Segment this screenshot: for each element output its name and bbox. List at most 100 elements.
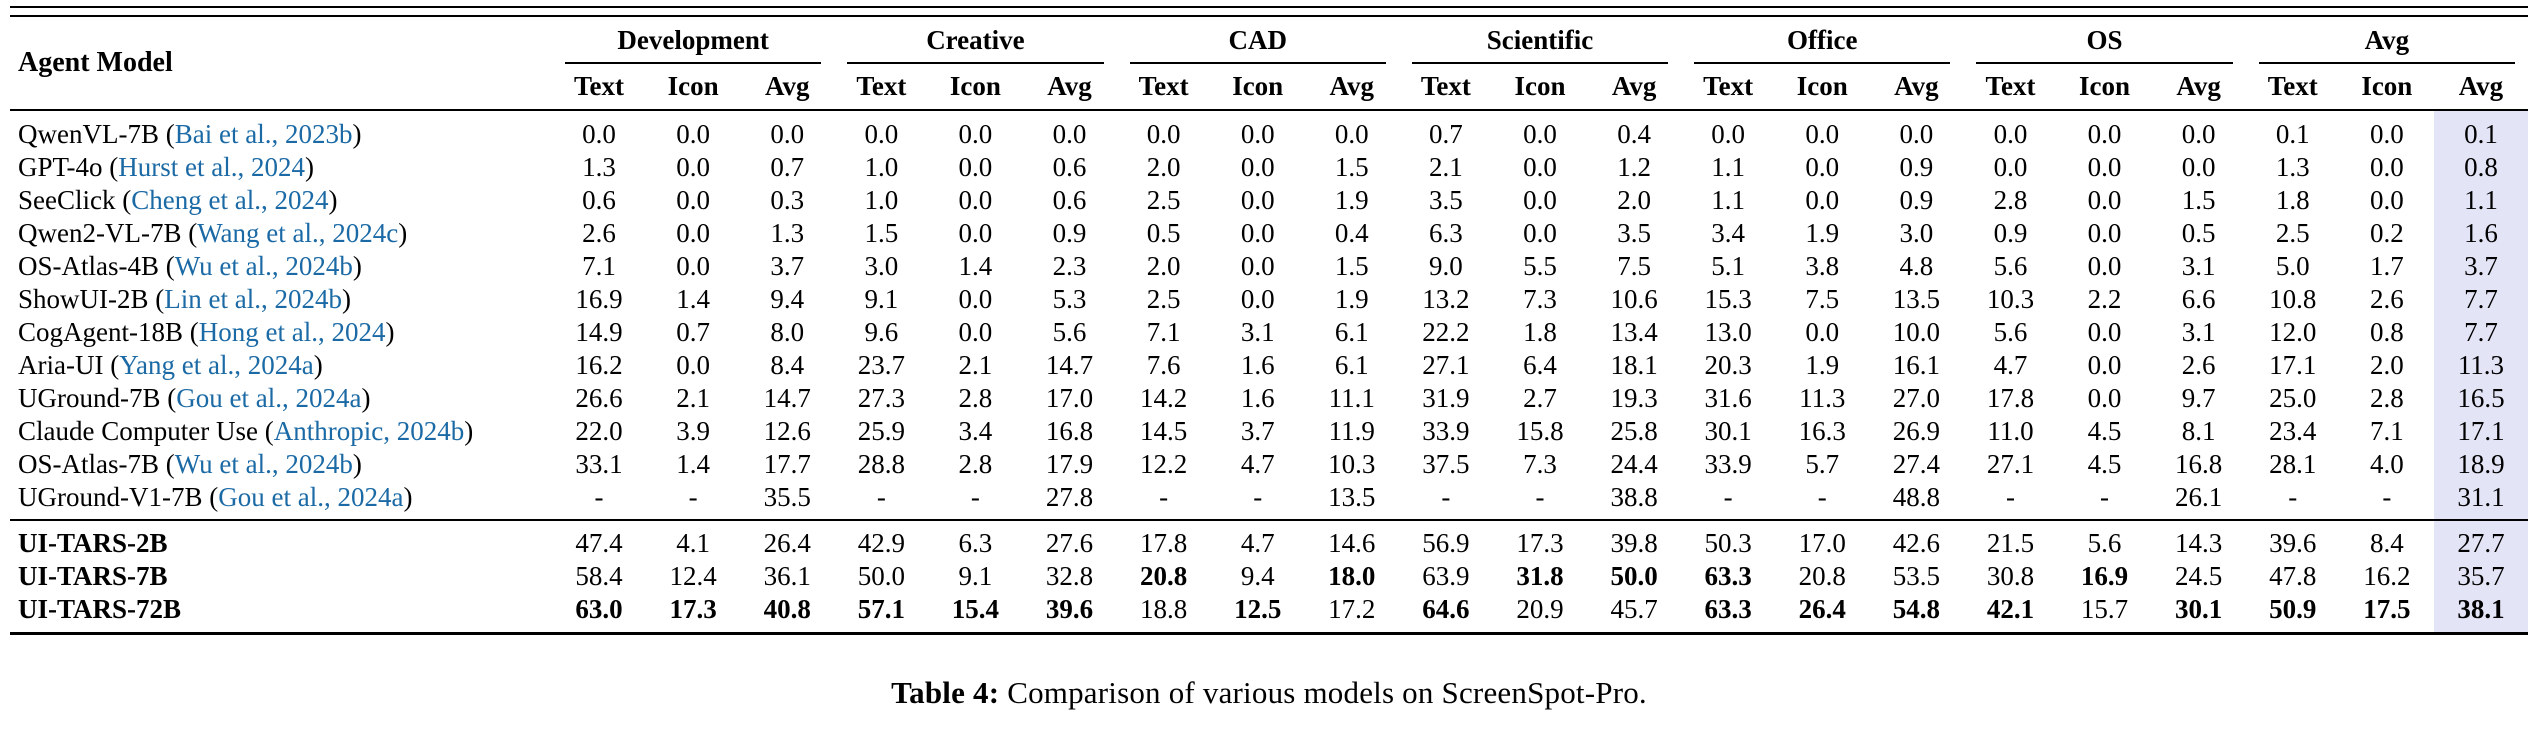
group-underline: [1129, 62, 1386, 64]
score-cell: 2.0: [1617, 185, 1651, 215]
score-cell: 16.8: [1045, 416, 1094, 446]
score-cell: 6.3: [958, 528, 993, 558]
model-name-cell: OS-Atlas-7B (Wu et al., 2024b): [18, 449, 362, 479]
score-cell: 0.2: [2369, 218, 2404, 248]
score-cell: 4.8: [1899, 251, 1934, 281]
score-cell: 1.0: [864, 152, 899, 182]
score-cell: 33.9: [1422, 416, 1470, 446]
score-cell: 5.3: [1052, 284, 1087, 314]
score-cell: 63.9: [1422, 561, 1470, 591]
model-name: SeeClick: [18, 185, 116, 215]
score-cell: 0.0: [1993, 152, 2028, 182]
score-cell: 0.9: [1052, 218, 1087, 248]
table-row: GPT-4o (Hurst et al., 2024) 1.3 0.0 0.7 1.0 0…: [10, 151, 2528, 184]
score-cell: 17.8: [1986, 383, 2035, 413]
score-cell: 0.0: [958, 284, 993, 314]
group-underline: [847, 62, 1104, 64]
score-cell: 5.6: [2087, 528, 2122, 558]
score-cell: 1.9: [1334, 185, 1369, 215]
citation-link[interactable]: Lin et al., 2024b: [164, 284, 342, 314]
score-cell: 1.5: [864, 218, 899, 248]
score-cell: 1.8: [2275, 185, 2310, 215]
score-cell: 1.3: [582, 152, 616, 182]
score-cell: 7.3: [1523, 284, 1557, 314]
score-cell: 0.0: [1523, 119, 1557, 149]
score-cell: 6.6: [2181, 284, 2216, 314]
score-cell: -: [1159, 482, 1169, 512]
score-cell: 2.1: [958, 350, 993, 380]
score-cell: 42.9: [857, 528, 905, 558]
citation-link[interactable]: Yang et al., 2024a: [119, 350, 314, 380]
model-name-cell: Claude Computer Use (Anthropic, 2024b): [18, 416, 474, 446]
citation-link[interactable]: Gou et al., 2024a: [218, 482, 404, 512]
score-cell: 0.0: [1523, 218, 1557, 248]
score-cell: 20.9: [1516, 594, 1564, 624]
score-cell: 18.1: [1610, 350, 1658, 380]
score-cell: 4.7: [1240, 449, 1275, 479]
citation-link[interactable]: Wang et al., 2024c: [197, 218, 399, 248]
score-cell: 0.9: [1993, 218, 2028, 248]
citation-link[interactable]: Gou et al., 2024a: [176, 383, 362, 413]
citation-link[interactable]: Anthropic, 2024b: [273, 416, 465, 446]
model-name: UGround-7B: [18, 383, 161, 413]
score-cell: 12.2: [1139, 449, 1188, 479]
score-cell: 38.8: [1610, 482, 1658, 512]
score-cell: 0.4: [1617, 119, 1651, 149]
model-name: Qwen2-VL-7B: [18, 218, 182, 248]
score-cell: 0.8: [2433, 151, 2528, 184]
table-top-rule: [10, 6, 2528, 17]
citation-link[interactable]: Wu et al., 2024b: [174, 251, 353, 281]
group-header-avg: Avg: [2246, 17, 2528, 64]
score-cell: 0.3: [770, 185, 805, 215]
score-cell: 21.5: [1986, 528, 2035, 558]
citation-link[interactable]: Bai et al., 2023b: [174, 119, 353, 149]
citation-link[interactable]: Cheng et al., 2024: [131, 185, 329, 215]
score-cell: 12.4: [669, 561, 717, 591]
model-name: Claude Computer Use: [18, 416, 258, 446]
score-cell: 24.4: [1610, 449, 1658, 479]
score-cell: 2.6: [582, 218, 616, 248]
score-cell: 7.7: [2433, 283, 2528, 316]
score-cell: 0.0: [958, 152, 993, 182]
score-cell: 2.8: [1993, 185, 2028, 215]
score-cell: 1.0: [864, 185, 899, 215]
score-cell: 35.5: [763, 482, 811, 512]
score-cell: 42.1: [1986, 594, 2035, 624]
citation-link[interactable]: Hong et al., 2024: [198, 317, 386, 347]
score-cell: 63.0: [575, 594, 623, 624]
score-cell: 0.0: [1805, 317, 1840, 347]
score-cell: 0.9: [1899, 152, 1934, 182]
score-cell: 0.0: [676, 152, 711, 182]
score-cell: 3.4: [958, 416, 993, 446]
score-cell: 19.3: [1610, 383, 1658, 413]
score-cell: 1.1: [1711, 152, 1746, 182]
score-cell: 14.7: [763, 383, 811, 413]
score-cell: 8.0: [770, 317, 805, 347]
citation-link[interactable]: Wu et al., 2024b: [174, 449, 353, 479]
score-cell: -: [1723, 482, 1733, 512]
score-cell: 50.3: [1704, 528, 1752, 558]
score-cell: 0.8: [2369, 317, 2404, 347]
score-cell: 42.6: [1892, 528, 1940, 558]
group-underline: [1411, 62, 1669, 64]
score-cell: 0.0: [770, 119, 805, 149]
score-cell: 0.0: [958, 218, 993, 248]
model-name-cell: UI-TARS-72B: [10, 593, 552, 634]
score-cell: 6.4: [1523, 350, 1557, 380]
results-table-wrap: Agent Model Development Creative CAD Scienti…: [10, 6, 2528, 635]
score-cell: 9.6: [864, 317, 899, 347]
score-cell: 0.0: [2087, 350, 2122, 380]
score-cell: 27.0: [1892, 383, 1940, 413]
score-cell: 0.4: [1334, 218, 1369, 248]
score-cell: 0.7: [676, 317, 711, 347]
score-cell: 30.8: [1986, 561, 2035, 591]
score-cell: 2.0: [2369, 350, 2404, 380]
citation-link[interactable]: Hurst et al., 2024: [118, 152, 306, 182]
score-cell: -: [970, 482, 980, 512]
score-cell: 13.5: [1328, 482, 1376, 512]
model-name-cell: ShowUI-2B (Lin et al., 2024b): [18, 284, 351, 314]
score-cell: 18.0: [1328, 561, 1376, 591]
group-header-os: OS: [1963, 17, 2245, 64]
score-cell: 7.1: [582, 251, 616, 281]
score-cell: 56.9: [1422, 528, 1470, 558]
